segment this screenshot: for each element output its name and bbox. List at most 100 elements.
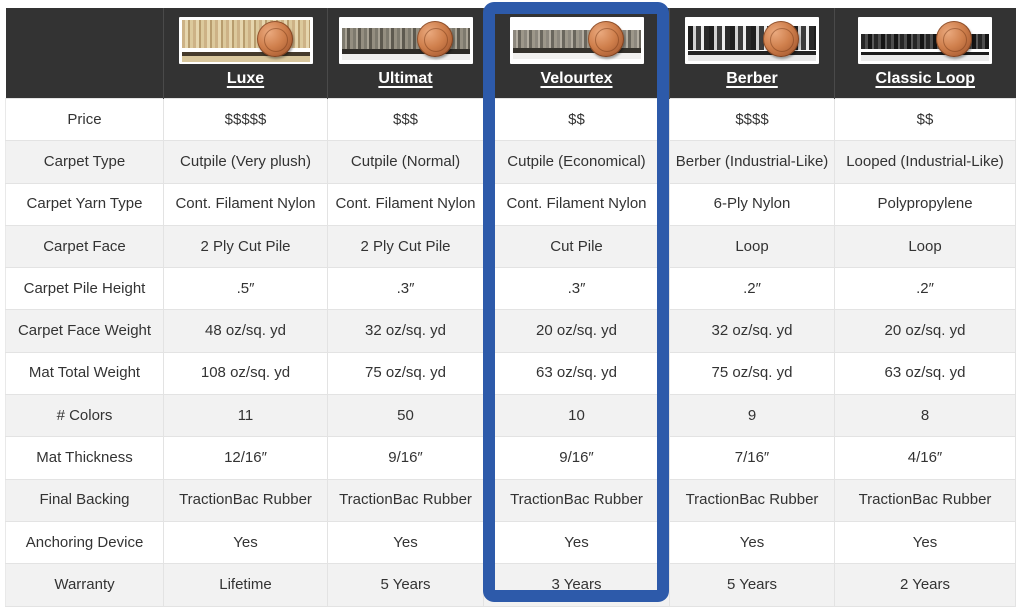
table-cell: Cont. Filament Nylon <box>163 182 328 226</box>
product-name-link-classic-loop[interactable]: Classic Loop <box>875 70 976 87</box>
velourtex-carpet-sample-image <box>509 17 644 64</box>
carpet-backing-strip <box>181 52 310 56</box>
row-label-carpet-pile-height: Carpet Pile Height <box>5 267 164 311</box>
table-cell: Loop <box>669 224 835 269</box>
table-cell: Cont. Filament Nylon <box>483 182 670 226</box>
table-cell: 63 oz/sq. yd <box>483 351 670 396</box>
table-row: Carpet Face Weight 48 oz/sq. yd 32 oz/sq… <box>5 309 1016 353</box>
carpet-underside-strip <box>512 53 641 59</box>
row-label-price: Price <box>5 97 164 142</box>
table-cell: 2 Years <box>834 563 1016 607</box>
table-cell: 10 <box>483 394 670 438</box>
product-name-link-luxe[interactable]: Luxe <box>226 70 265 87</box>
header-row: Luxe Ultimat Velourtex <box>5 8 1016 99</box>
row-label-carpet-face-weight: Carpet Face Weight <box>5 309 164 353</box>
carpet-underside-strip <box>181 56 310 62</box>
table-cell: 63 oz/sq. yd <box>834 351 1016 396</box>
empty-header-cell <box>5 8 164 99</box>
row-label-carpet-yarn-type: Carpet Yarn Type <box>5 182 164 226</box>
berber-carpet-sample-image <box>685 17 819 64</box>
penny-icon <box>936 21 973 57</box>
product-name-link-ultimat[interactable]: Ultimat <box>378 70 433 87</box>
table-cell: 9/16″ <box>327 436 484 480</box>
table-cell: 48 oz/sq. yd <box>163 309 328 353</box>
product-column-classic-loop: Classic Loop <box>834 8 1016 99</box>
table-cell: 32 oz/sq. yd <box>327 309 484 353</box>
table-cell: Lifetime <box>163 563 328 607</box>
table-cell: 6-Ply Nylon <box>669 182 835 226</box>
row-label-num-colors: # Colors <box>5 394 164 438</box>
table-cell: TractionBac Rubber <box>327 478 484 522</box>
comparison-table: Luxe Ultimat Velourtex <box>5 8 1016 607</box>
ultimat-carpet-sample-image <box>338 17 473 64</box>
row-label-warranty: Warranty <box>5 563 164 607</box>
table-cell: $$$$$ <box>163 97 328 142</box>
table-cell: TractionBac Rubber <box>483 478 670 522</box>
luxe-carpet-sample-image <box>178 17 313 64</box>
table-cell: Polypropylene <box>834 182 1016 226</box>
table-row: Warranty Lifetime 5 Years 3 Years 5 Year… <box>5 563 1016 607</box>
table-cell: 5 Years <box>327 563 484 607</box>
penny-icon <box>256 21 293 57</box>
table-cell: 11 <box>163 394 328 438</box>
table-cell: 4/16″ <box>834 436 1016 480</box>
row-label-final-backing: Final Backing <box>5 478 164 522</box>
table-cell: Berber (Industrial-Like) <box>669 140 835 184</box>
table-row: Mat Thickness 12/16″ 9/16″ 9/16″ 7/16″ 4… <box>5 436 1016 480</box>
row-label-anchoring-device: Anchoring Device <box>5 520 164 565</box>
table-cell: Yes <box>163 520 328 565</box>
table-cell: 50 <box>327 394 484 438</box>
table-cell: Yes <box>834 520 1016 565</box>
product-column-berber: Berber <box>669 8 835 99</box>
table-cell: Loop <box>834 224 1016 269</box>
penny-icon <box>587 21 624 57</box>
row-label-carpet-type: Carpet Type <box>5 140 164 184</box>
table-cell: 20 oz/sq. yd <box>834 309 1016 353</box>
carpet-underside-strip <box>688 55 816 61</box>
table-cell: .2″ <box>669 267 835 311</box>
product-name-link-berber[interactable]: Berber <box>726 70 778 87</box>
table-cell: TractionBac Rubber <box>834 478 1016 522</box>
table-row: Mat Total Weight 108 oz/sq. yd 75 oz/sq.… <box>5 351 1016 396</box>
table-cell: 12/16″ <box>163 436 328 480</box>
table-row: Anchoring Device Yes Yes Yes Yes Yes <box>5 520 1016 565</box>
table-cell: Cutpile (Very plush) <box>163 140 328 184</box>
table-row: Carpet Type Cutpile (Very plush) Cutpile… <box>5 140 1016 184</box>
row-label-carpet-face: Carpet Face <box>5 224 164 269</box>
table-cell: .5″ <box>163 267 328 311</box>
table-cell: 20 oz/sq. yd <box>483 309 670 353</box>
product-column-ultimat: Ultimat <box>327 8 484 99</box>
classic-loop-carpet-sample-image <box>858 17 993 64</box>
table-row: # Colors 11 50 10 9 8 <box>5 394 1016 438</box>
table-cell: 9/16″ <box>483 436 670 480</box>
table-cell: .3″ <box>483 267 670 311</box>
table-cell: TractionBac Rubber <box>163 478 328 522</box>
table-cell: .3″ <box>327 267 484 311</box>
table-cell: $$ <box>834 97 1016 142</box>
table-cell: 3 Years <box>483 563 670 607</box>
table-cell: 7/16″ <box>669 436 835 480</box>
table-cell: 32 oz/sq. yd <box>669 309 835 353</box>
product-column-luxe: Luxe <box>163 8 328 99</box>
table-cell: .2″ <box>834 267 1016 311</box>
table-cell: Cont. Filament Nylon <box>327 182 484 226</box>
table-cell: Cutpile (Normal) <box>327 140 484 184</box>
product-column-velourtex: Velourtex <box>483 8 670 99</box>
product-name-link-velourtex[interactable]: Velourtex <box>540 70 613 87</box>
penny-icon <box>763 21 799 57</box>
table-cell: Looped (Industrial-Like) <box>834 140 1016 184</box>
table-row: Carpet Yarn Type Cont. Filament Nylon Co… <box>5 182 1016 226</box>
table-cell: 75 oz/sq. yd <box>327 351 484 396</box>
carpet-backing-strip <box>341 49 470 54</box>
table-cell: $$ <box>483 97 670 142</box>
carpet-backing-strip <box>688 51 816 55</box>
carpet-backing-strip <box>512 48 641 53</box>
table-cell: Yes <box>669 520 835 565</box>
table-row: Final Backing TractionBac Rubber Tractio… <box>5 478 1016 522</box>
table-cell: 8 <box>834 394 1016 438</box>
table-cell: 5 Years <box>669 563 835 607</box>
table-row: Carpet Pile Height .5″ .3″ .3″ .2″ .2″ <box>5 267 1016 311</box>
table-cell: Cutpile (Economical) <box>483 140 670 184</box>
row-label-mat-total-weight: Mat Total Weight <box>5 351 164 396</box>
table-cell: $$$$ <box>669 97 835 142</box>
